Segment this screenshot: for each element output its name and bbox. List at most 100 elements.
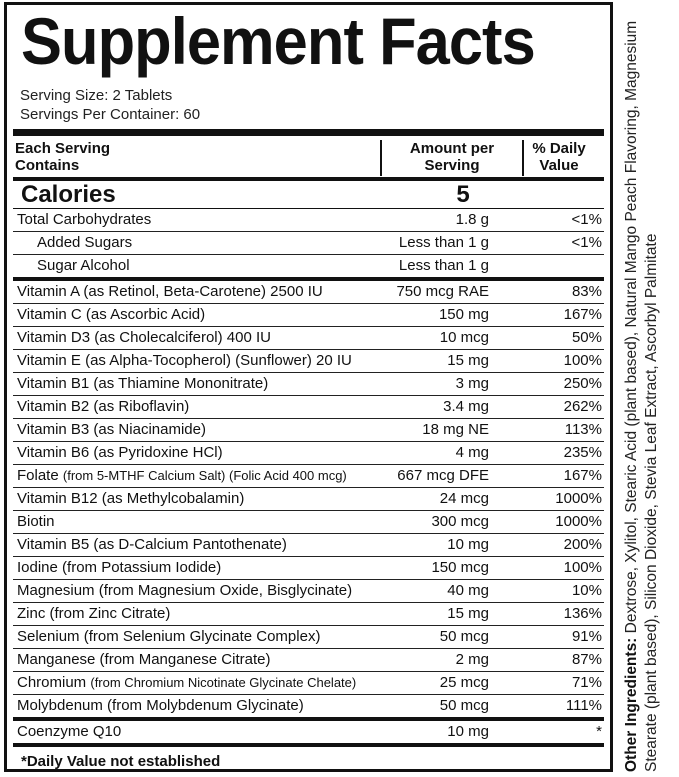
- nutrient-name: Folate (from 5-MTHF Calcium Salt) (Folic…: [17, 465, 347, 487]
- nutrient-daily-value: 100%: [563, 352, 602, 369]
- nutrient-name: Manganese (from Manganese Citrate): [17, 649, 270, 671]
- nutrient-name: Vitamin B6 (as Pyridoxine HCl): [17, 442, 223, 464]
- nutrient-amount: 3.4 mg: [443, 398, 489, 415]
- servings-per-container: Servings Per Container: 60: [20, 106, 201, 123]
- nutrient-name: Molybdenum (from Molybdenum Glycinate): [17, 695, 304, 717]
- nutrient-daily-value: 167%: [563, 306, 602, 323]
- nutrient-amount: 40 mg: [447, 582, 489, 599]
- nutrient-daily-value: 1000%: [555, 513, 602, 530]
- nutrient-name: Sugar Alcohol: [37, 257, 130, 274]
- nutrient-label: Vitamin B2 (as Riboflavin): [17, 398, 190, 415]
- nutrient-source: (from Chromium Nicotinate Glycinate Chel…: [90, 675, 357, 690]
- nutrient-daily-value: 113%: [564, 421, 602, 438]
- nutrient-daily-value: 262%: [563, 398, 602, 415]
- table-row: Zinc (from Zinc Citrate) 15 mg 136%: [13, 603, 604, 626]
- table-row: Sugar Alcohol Less than 1 g: [13, 255, 604, 281]
- nutrient-source: (from 5-MTHF Calcium Salt) (Folic Acid 4…: [62, 468, 347, 483]
- nutrient-label: Biotin: [17, 513, 55, 530]
- table-row: Vitamin B6 (as Pyridoxine HCl) 4 mg 235%: [13, 442, 604, 465]
- nutrient-amount: Less than 1 g: [398, 234, 489, 251]
- table-row: Molybdenum (from Molybdenum Glycinate) 50…: [13, 695, 604, 721]
- nutrient-daily-value: <1%: [571, 211, 602, 228]
- nutrient-amount: 10 mcg: [439, 329, 489, 346]
- nutrient-amount: 3 mg: [455, 375, 489, 392]
- other-ingredients: Other Ingredients: Dextrose, Xylitol, St…: [622, 2, 662, 772]
- nutrient-table: Total Carbohydrates 1.8 g <1% Added Sugars L…: [13, 209, 604, 747]
- nutrient-daily-value: 250%: [563, 375, 602, 392]
- nutrient-name: Biotin: [17, 511, 55, 533]
- nutrient-amount: 750 mcg RAE: [396, 283, 489, 300]
- nutrient-amount: 50 mcg: [439, 628, 489, 645]
- header-amount: Amount per Serving: [380, 140, 524, 176]
- nutrient-amount: 2 mg: [455, 651, 489, 668]
- nutrient-name: Selenium (from Selenium Glycinate Comple…: [17, 626, 320, 648]
- nutrient-name: Vitamin B12 (as Methylcobalamin): [17, 488, 244, 510]
- nutrient-daily-value: 1000%: [555, 490, 602, 507]
- nutrient-label: Vitamin E (as Alpha-Tocopherol) (Sunflow…: [17, 352, 352, 369]
- nutrient-label: Vitamin B6 (as Pyridoxine HCl): [17, 444, 223, 461]
- nutrient-name: Total Carbohydrates: [17, 211, 152, 228]
- panel-title: Supplement Facts: [21, 4, 536, 78]
- table-row: Chromium (from Chromium Nicotinate Glyci…: [13, 672, 604, 695]
- nutrient-amount: 50 mcg: [439, 697, 489, 714]
- nutrient-daily-value: 235%: [563, 444, 602, 461]
- table-row: Manganese (from Manganese Citrate) 2 mg 87…: [13, 649, 604, 672]
- nutrient-label: Vitamin B1 (as Thiamine Mononitrate): [17, 375, 269, 392]
- table-row: Magnesium (from Magnesium Oxide, Bisglyc…: [13, 580, 604, 603]
- nutrient-name: Vitamin D3 (as Cholecalciferol) 400 IU: [17, 327, 271, 349]
- nutrient-name: Vitamin B2 (as Riboflavin): [17, 396, 189, 418]
- nutrient-daily-value: 83%: [571, 283, 602, 300]
- nutrient-label: Vitamin C (as Ascorbic Acid): [17, 306, 206, 323]
- nutrient-daily-value: 100%: [563, 559, 602, 576]
- nutrient-daily-value: 87%: [571, 651, 602, 668]
- nutrient-amount: 150 mg: [438, 306, 489, 323]
- table-row: Added Sugars Less than 1 g <1%: [13, 232, 604, 255]
- nutrient-name: Vitamin A (as Retinol, Beta-Carotene) 25…: [17, 281, 323, 303]
- header-each-serving: Each Serving Contains: [15, 140, 111, 174]
- nutrient-amount: 24 mcg: [439, 490, 489, 507]
- nutrient-name: Zinc (from Zinc Citrate): [17, 603, 170, 625]
- nutrient-name: Iodine (from Potassium Iodide): [17, 557, 221, 579]
- nutrient-label: Vitamin A (as Retinol, Beta-Carotene) 25…: [17, 283, 323, 300]
- nutrient-amount: 300 mcg: [431, 513, 489, 530]
- divider-thick: [13, 129, 604, 136]
- table-row: Vitamin A (as Retinol, Beta-Carotene) 25…: [13, 281, 604, 304]
- table-row: Vitamin B12 (as Methylcobalamin) 24 mcg 10…: [13, 488, 604, 511]
- nutrient-amount: 1.8 g: [455, 211, 489, 228]
- calories-value: 5: [456, 181, 470, 208]
- nutrient-name: Vitamin B1 (as Thiamine Mononitrate): [17, 373, 268, 395]
- nutrient-amount: 18 mg NE: [422, 421, 489, 438]
- table-row: Vitamin E (as Alpha-Tocopherol) (Sunflow…: [13, 350, 604, 373]
- nutrient-name: Coenzyme Q10: [17, 721, 121, 743]
- table-row: Vitamin B5 (as D-Calcium Pantothenate) 10…: [13, 534, 604, 557]
- nutrient-label: Coenzyme Q10: [17, 723, 122, 740]
- nutrient-daily-value: *: [596, 723, 602, 740]
- footnote: *Daily Value not established: [21, 753, 221, 770]
- nutrient-name: Vitamin E (as Alpha-Tocopherol) (Sunflow…: [17, 350, 352, 372]
- nutrient-label: Selenium (from Selenium Glycinate Comple…: [17, 628, 321, 645]
- nutrient-amount: 150 mcg: [431, 559, 489, 576]
- nutrient-daily-value: 10%: [571, 582, 602, 599]
- nutrient-amount: 10 mg: [447, 723, 489, 740]
- nutrient-label: Iodine (from Potassium Iodide): [17, 559, 222, 576]
- header-daily-value: % Daily Value: [532, 140, 586, 174]
- table-row: Iodine (from Potassium Iodide) 150 mcg 100…: [13, 557, 604, 580]
- nutrient-name: Chromium (from Chromium Nicotinate Glyci…: [17, 672, 356, 694]
- supplement-facts-panel: Supplement Facts Serving Size: 2 Tablets…: [4, 2, 613, 772]
- calories-row: Calories 5: [13, 181, 604, 209]
- table-row: Vitamin C (as Ascorbic Acid) 150 mg 167%: [13, 304, 604, 327]
- nutrient-daily-value: <1%: [571, 234, 602, 251]
- nutrient-label: Folate: [17, 467, 59, 484]
- nutrient-daily-value: 167%: [563, 467, 602, 484]
- serving-size: Serving Size: 2 Tablets: [20, 87, 173, 104]
- nutrient-name: Vitamin B3 (as Niacinamide): [17, 419, 206, 441]
- table-row: Folate (from 5-MTHF Calcium Salt) (Folic…: [13, 465, 604, 488]
- table-row: Coenzyme Q10 10 mg *: [13, 721, 604, 747]
- nutrient-daily-value: 200%: [563, 536, 602, 553]
- nutrient-label: Vitamin D3 (as Cholecalciferol) 400 IU: [17, 329, 271, 346]
- nutrient-name: Vitamin C (as Ascorbic Acid): [17, 304, 205, 326]
- nutrient-amount: Less than 1 g: [398, 257, 489, 274]
- nutrient-amount: 4 mg: [455, 444, 489, 461]
- nutrient-label: Zinc (from Zinc Citrate): [17, 605, 171, 622]
- other-ingredients-label: Other Ingredients:: [623, 637, 640, 772]
